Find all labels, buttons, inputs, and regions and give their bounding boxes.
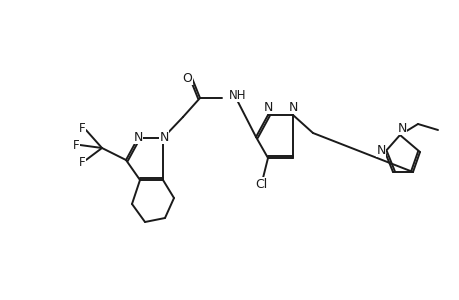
Text: N: N — [159, 130, 168, 143]
Text: O: O — [182, 71, 191, 85]
Text: N: N — [133, 130, 142, 143]
Text: N: N — [375, 143, 385, 157]
Text: F: F — [78, 122, 85, 134]
Text: N: N — [397, 122, 406, 134]
Text: F: F — [73, 139, 79, 152]
Text: Cl: Cl — [254, 178, 267, 190]
Text: F: F — [78, 155, 85, 169]
Text: NH: NH — [229, 88, 246, 101]
Text: N: N — [288, 100, 297, 113]
Text: N: N — [263, 100, 272, 113]
